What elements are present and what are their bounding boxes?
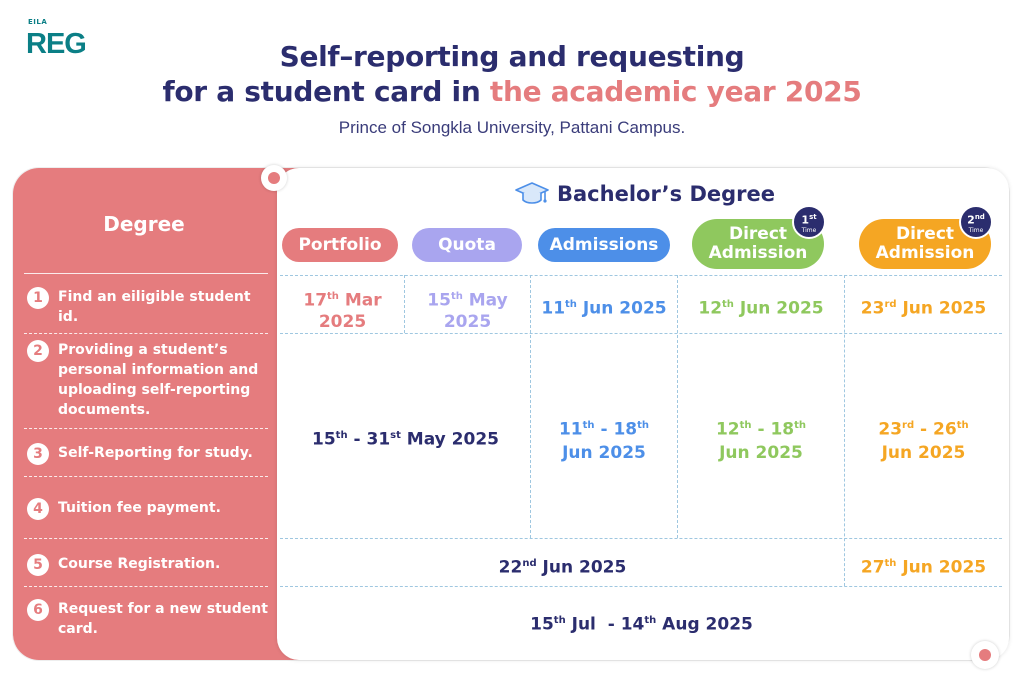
date-step1-portfolio: 17th Mar 2025 [303,290,382,332]
step-number: 3 [27,443,49,465]
grid-line [530,275,531,538]
step-3: 3 Self-Reporting for study. [27,443,271,465]
step-2: 2 Providing a student’s personal informa… [27,340,271,420]
date-step1-direct-2: 23rd Jun 2025 [860,298,987,319]
step-label: Request for a new student card. [58,601,268,637]
step-number: 6 [27,599,49,621]
date-steps2-4-portfolio-quota: 15th - 31st May 2025 [312,429,499,450]
step-number: 5 [27,554,49,576]
step-label: Providing a student’s personal informati… [58,342,259,418]
date-steps2-4-direct-1: 12th - 18th Jun 2025 [715,419,807,463]
step-label: Tuition fee payment. [58,500,221,516]
round-badge-2nd: 2nd Time [959,205,993,239]
program-label: Bachelor’s Degree [557,182,776,206]
step-5: 5 Course Registration. [27,554,271,576]
date-step1-admissions: 11th Jun 2025 [541,298,667,319]
page-title-accent: the academic year 2025 [489,75,862,108]
round-badge-1st: 1st Time [792,205,826,239]
logo: EILA REG [26,14,100,62]
program-header: Bachelor’s Degree [515,178,775,210]
round-line-2: Admission [875,243,975,263]
step-1: 1 Find an eiligible student id. [27,287,271,327]
logo-small-text: EILA [28,18,48,26]
step-label: Find an eiligible student id. [58,289,251,325]
round-line-2: Admission [708,243,808,263]
date-step1-quota: 15th May 2025 [427,290,508,332]
logo-main-text: REG [26,28,87,60]
step-6: 6 Request for a new student card. [27,599,271,639]
date-steps2-4-direct-2: 23rd - 26th Jun 2025 [878,419,969,463]
separator [24,273,268,274]
separator [24,538,268,539]
decorative-dot-bottom [971,641,999,669]
badge-ordinal: 1st [801,213,817,227]
round-line-1: Direct [728,224,788,244]
page-title-line-2: for a student card in the academic year … [0,75,1024,108]
badge-sub: Time [801,226,817,234]
round-portfolio: Portfolio [282,228,398,262]
step-number: 2 [27,340,49,362]
step-number: 1 [27,287,49,309]
round-admissions: Admissions [538,228,670,262]
separator [24,333,268,334]
separator [24,586,268,587]
separator [24,476,268,477]
round-quota: Quota [412,228,522,262]
grid-line [844,275,845,586]
badge-ordinal: 2nd [967,213,985,227]
date-step1-direct-1: 12th Jun 2025 [698,298,824,319]
step-label: Course Registration. [58,556,221,572]
degree-header: Degree [103,212,185,236]
grid-line [404,275,405,333]
page-subtitle: Prince of Songkla University, Pattani Ca… [338,118,686,137]
date-step5-main: 22nd Jun 2025 [498,557,627,578]
grid-line [280,586,1002,587]
grid-line [280,333,1002,334]
grid-line [280,538,1002,539]
step-label: Self-Reporting for study. [58,445,253,461]
step-4: 4 Tuition fee payment. [27,498,271,520]
badge-sub: Time [968,226,984,234]
date-steps2-4-admissions: 11th - 18th Jun 2025 [558,419,650,463]
date-step6: 15th Jul - 14th Aug 2025 [530,614,753,635]
separator [24,428,268,429]
grid-line [280,275,1002,276]
round-line-1: Direct [895,224,955,244]
decorative-dot-top [261,165,287,191]
page-title-prefix: for a student card in [162,75,490,108]
steps-panel [13,168,299,660]
grid-line [677,275,678,538]
step-number: 4 [27,498,49,520]
date-step5-direct-2: 27th Jun 2025 [860,557,987,578]
graduation-cap-icon [515,182,549,204]
page-title-line-1: Self–reporting and requesting [279,40,745,73]
